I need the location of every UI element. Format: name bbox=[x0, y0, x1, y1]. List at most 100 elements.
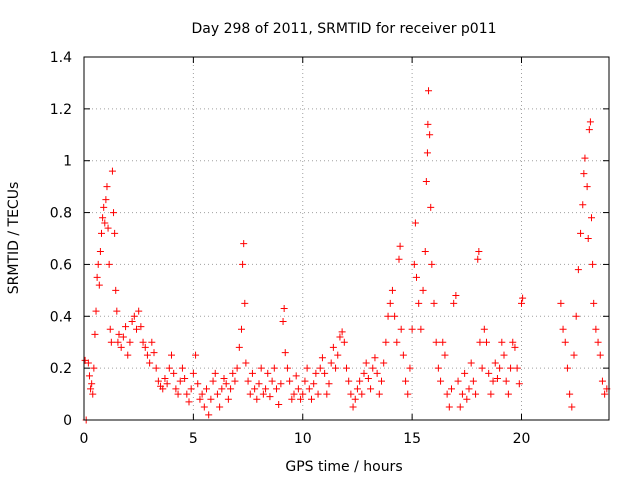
data-point bbox=[454, 377, 462, 385]
data-point bbox=[115, 330, 123, 338]
data-point bbox=[107, 338, 115, 346]
data-point bbox=[596, 351, 604, 359]
y-axis-label: SRMTID / TECUs bbox=[6, 182, 22, 295]
data-point bbox=[584, 235, 592, 242]
data-point bbox=[209, 377, 217, 385]
data-point bbox=[292, 372, 300, 380]
data-point bbox=[422, 177, 430, 185]
data-point bbox=[146, 359, 154, 367]
data-point bbox=[327, 359, 335, 367]
data-point bbox=[222, 380, 230, 388]
data-point bbox=[581, 154, 589, 162]
x-tick-label: 15 bbox=[403, 431, 421, 447]
y-tick-label: 0.4 bbox=[50, 309, 72, 325]
data-point bbox=[248, 369, 256, 377]
data-point bbox=[439, 338, 447, 346]
data-point bbox=[421, 247, 429, 255]
data-point bbox=[329, 343, 337, 351]
data-point bbox=[220, 375, 228, 383]
data-point bbox=[480, 325, 488, 333]
data-point bbox=[89, 390, 97, 398]
data-point bbox=[452, 292, 460, 300]
data-point bbox=[196, 395, 204, 403]
data-point bbox=[211, 369, 219, 377]
data-point bbox=[172, 385, 180, 393]
data-point bbox=[334, 351, 342, 359]
data-point bbox=[509, 338, 517, 346]
data-point bbox=[104, 224, 112, 232]
data-point bbox=[419, 286, 427, 294]
data-point bbox=[448, 385, 455, 393]
data-point bbox=[386, 299, 394, 307]
data-point bbox=[456, 403, 464, 411]
data-point bbox=[111, 229, 119, 237]
data-point bbox=[467, 359, 475, 367]
data-point bbox=[557, 299, 565, 307]
data-point bbox=[117, 343, 125, 351]
data-point bbox=[192, 351, 200, 359]
data-point bbox=[351, 395, 359, 403]
data-point bbox=[450, 299, 458, 307]
data-point bbox=[126, 338, 134, 346]
data-point bbox=[598, 377, 606, 385]
data-point bbox=[244, 377, 252, 385]
data-point bbox=[443, 390, 451, 398]
data-point bbox=[404, 390, 412, 398]
data-point bbox=[246, 390, 254, 398]
data-point bbox=[424, 120, 432, 128]
data-point bbox=[393, 338, 401, 346]
data-point bbox=[262, 385, 270, 393]
data-point bbox=[301, 377, 309, 385]
data-point bbox=[561, 338, 569, 346]
data-point bbox=[590, 299, 598, 307]
data-point bbox=[218, 385, 226, 393]
data-point bbox=[114, 338, 122, 346]
data-point bbox=[270, 364, 278, 372]
data-point bbox=[85, 372, 93, 380]
data-point bbox=[213, 390, 221, 398]
x-tick-label: 10 bbox=[294, 431, 312, 447]
data-point bbox=[299, 390, 307, 398]
data-point bbox=[235, 343, 243, 351]
data-point bbox=[353, 385, 361, 393]
data-point bbox=[112, 286, 120, 294]
data-point bbox=[358, 390, 366, 398]
data-point bbox=[425, 87, 433, 95]
data-point bbox=[106, 325, 114, 333]
data-point bbox=[297, 395, 305, 403]
data-point bbox=[91, 330, 99, 338]
data-point bbox=[594, 338, 602, 346]
data-point bbox=[128, 317, 136, 325]
data-point bbox=[229, 369, 237, 377]
data-point bbox=[340, 338, 348, 346]
data-point bbox=[476, 338, 484, 346]
data-point bbox=[308, 395, 315, 403]
data-point bbox=[343, 364, 350, 372]
data-point bbox=[592, 325, 600, 333]
data-point bbox=[338, 328, 346, 336]
data-point bbox=[378, 377, 385, 385]
data-point bbox=[150, 349, 158, 357]
data-point bbox=[472, 390, 480, 398]
data-point bbox=[102, 196, 110, 204]
data-point bbox=[137, 323, 145, 331]
data-point bbox=[570, 351, 578, 359]
y-tick-label: 1 bbox=[63, 154, 72, 170]
data-point bbox=[491, 359, 499, 367]
x-axis-label: GPS time / hours bbox=[285, 459, 402, 475]
x-tick-label: 0 bbox=[80, 431, 89, 447]
data-point bbox=[288, 395, 296, 403]
data-point bbox=[316, 364, 324, 372]
data-point bbox=[515, 380, 523, 388]
data-point bbox=[100, 203, 108, 211]
data-point bbox=[163, 380, 171, 388]
data-point bbox=[113, 307, 121, 315]
data-point bbox=[168, 351, 175, 359]
data-point bbox=[139, 338, 147, 346]
data-point bbox=[362, 359, 370, 367]
chart-title: Day 298 of 2011, SRMTID for receiver p01… bbox=[191, 21, 496, 37]
data-point bbox=[174, 390, 182, 398]
data-point bbox=[458, 390, 466, 398]
data-point bbox=[275, 400, 283, 408]
